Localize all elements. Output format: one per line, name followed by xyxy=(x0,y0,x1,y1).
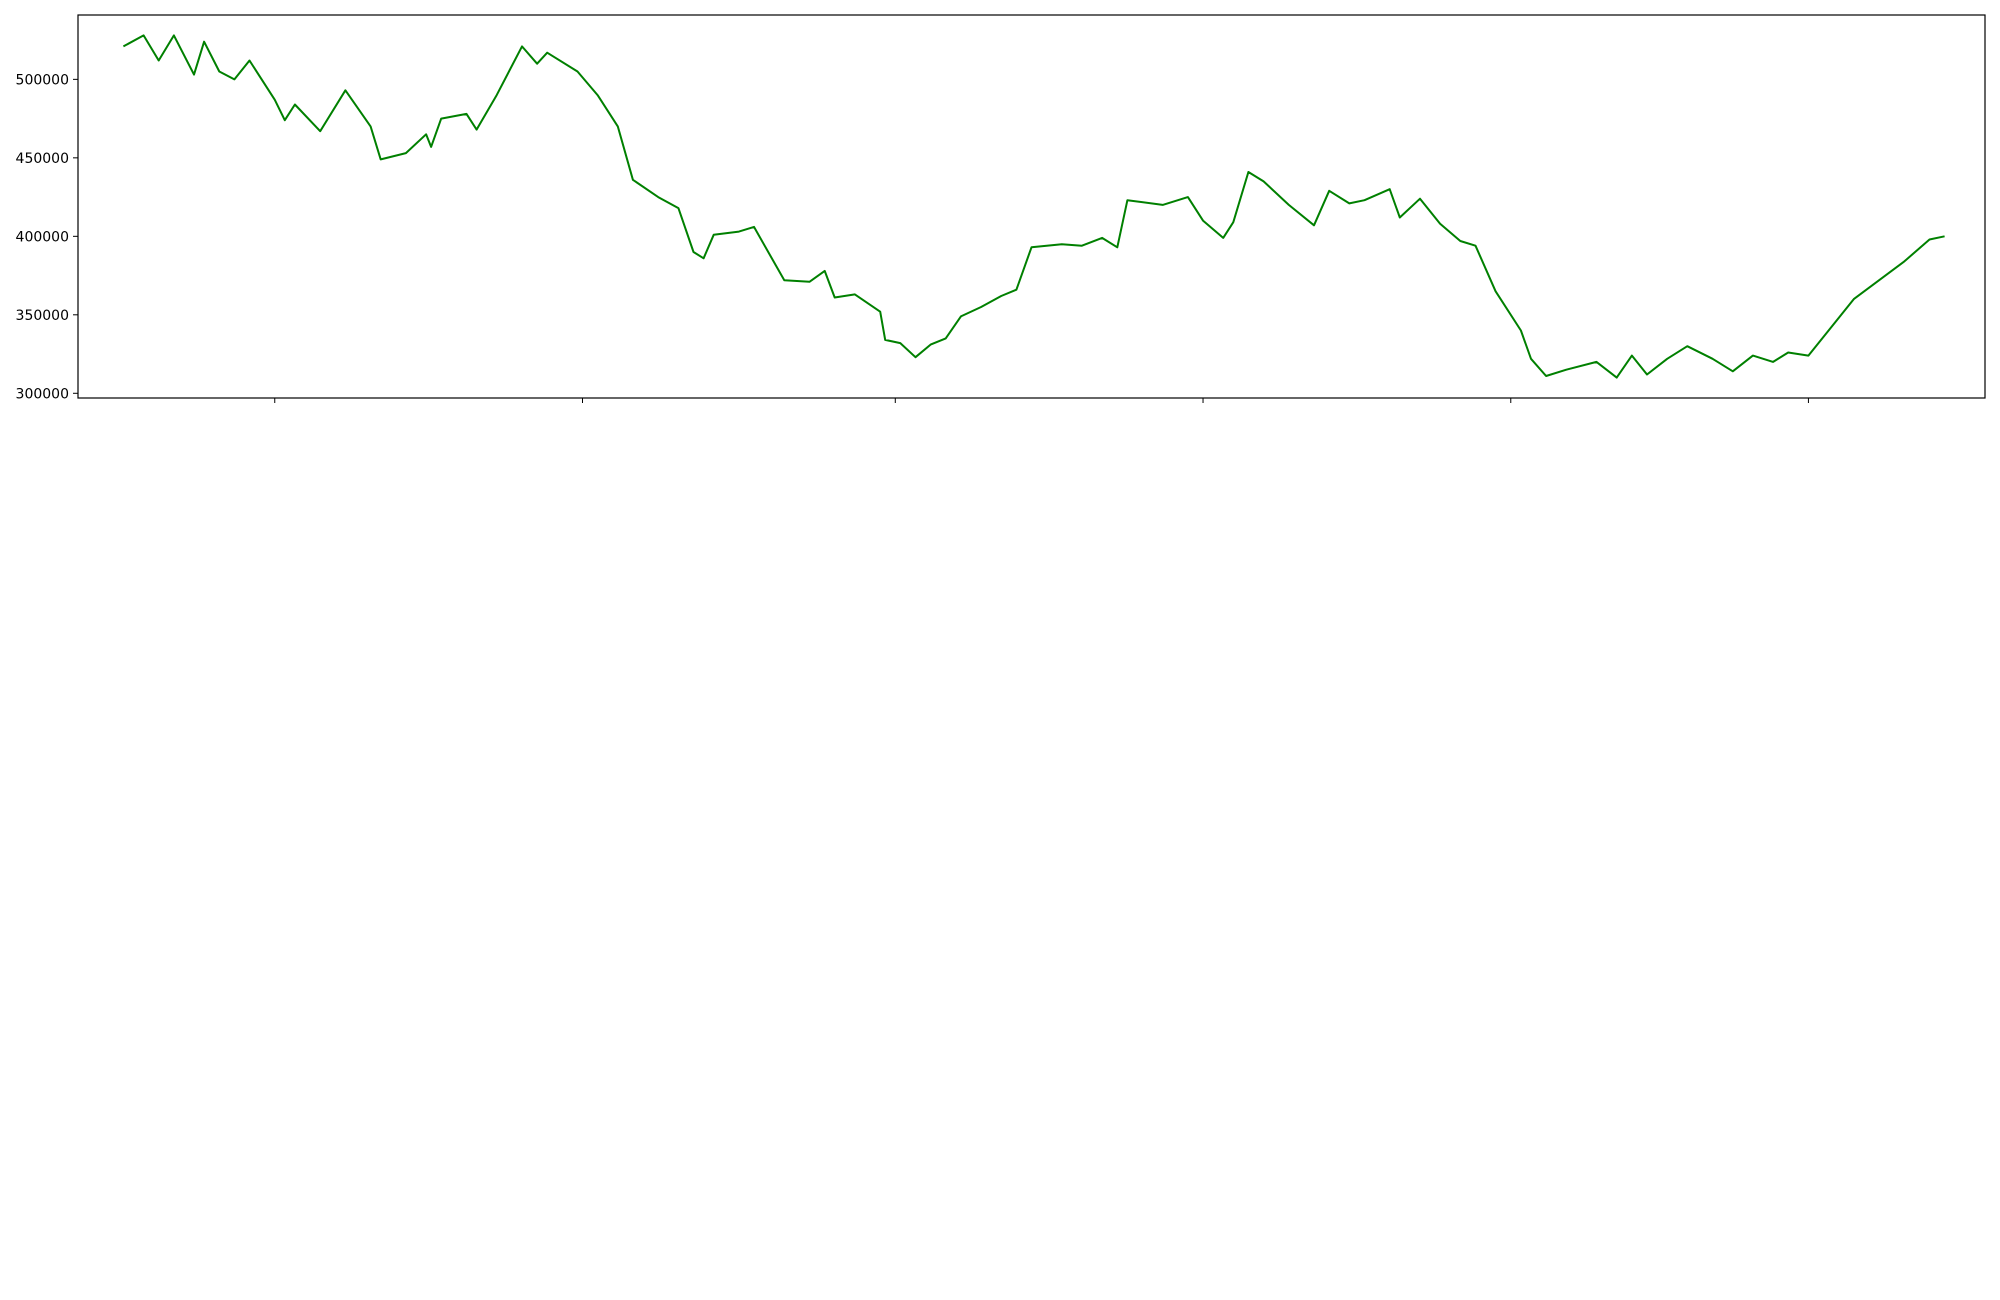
price-panel-frame xyxy=(77,14,1986,399)
y-tick-label: 400000 xyxy=(16,229,69,245)
y-tick-label: 350000 xyxy=(16,308,69,324)
price-line xyxy=(122,34,1945,379)
y-tick-label: 300000 xyxy=(16,386,69,402)
y-tick-label: 450000 xyxy=(16,151,69,167)
y-tick-label: 500000 xyxy=(16,72,69,88)
